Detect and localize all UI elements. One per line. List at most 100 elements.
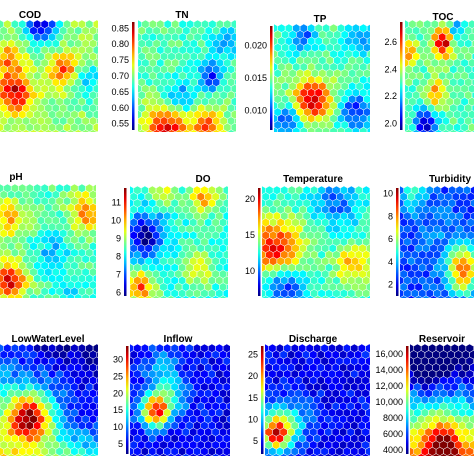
- hex-cell: [101, 396, 108, 405]
- hex-cell: [101, 434, 108, 443]
- hex-cell: [351, 295, 360, 298]
- component-plane-10: Inflow 30 25 20 15 10 5: [113, 334, 241, 469]
- hex-cell: [201, 460, 208, 469]
- hex-cell: [201, 302, 208, 311]
- hex-cell: [371, 134, 378, 143]
- hex-cell: [0, 453, 8, 456]
- hex-cell: [26, 136, 33, 145]
- hex-cell: [366, 127, 370, 132]
- hex-cell: [171, 302, 178, 311]
- hex-cell: [181, 453, 190, 456]
- hex-cell: [234, 218, 241, 227]
- hex-cell: [274, 134, 281, 143]
- hex-cell: [419, 129, 428, 132]
- colorbar-tick-label: 15: [248, 393, 258, 403]
- panel-title: Discharge: [289, 334, 338, 345]
- hex-cell: [272, 453, 281, 456]
- hex-cell: [152, 295, 161, 298]
- hex-cell: [4, 300, 11, 309]
- hex-cell: [369, 455, 370, 456]
- hex-cell: [446, 453, 455, 456]
- hex-cell: [289, 134, 296, 143]
- hex-cell: [204, 295, 213, 298]
- colorbar-tick-label: 16,000: [375, 349, 403, 359]
- hex-cell: [101, 20, 108, 29]
- hex-cell: [4, 460, 11, 469]
- hex-cell: [226, 296, 228, 298]
- hex-cell: [284, 460, 291, 469]
- hex-cell: [74, 129, 83, 132]
- hex-cell: [152, 129, 161, 132]
- colorbar-tick-label: 9: [116, 233, 121, 243]
- hex-cell: [444, 460, 451, 469]
- hex-cell: [429, 460, 436, 469]
- hex-cell: [336, 460, 343, 469]
- hex-cell: [371, 56, 378, 65]
- hex-cell: [258, 302, 265, 311]
- hex-cell: [81, 453, 90, 456]
- hex-cell: [303, 302, 310, 311]
- colorbar-tick-label: 7: [116, 269, 121, 279]
- hex-cell: [178, 460, 185, 469]
- hex-cell: [234, 454, 241, 463]
- colorbar: [396, 188, 399, 296]
- hex-cell: [374, 257, 381, 266]
- hex-cell: [284, 126, 293, 132]
- hex-cell: [142, 136, 149, 145]
- hex-cell: [234, 389, 241, 398]
- hex-cell: [78, 136, 85, 145]
- hex-cell: [0, 136, 4, 145]
- hex-cell: [141, 460, 148, 469]
- hex-cell: [126, 460, 133, 469]
- hex-cell: [36, 453, 45, 456]
- hex-cell: [355, 302, 362, 311]
- hex-cell: [216, 136, 223, 145]
- hex-cell: [306, 460, 313, 469]
- hex-cell: [231, 199, 238, 208]
- hex-cell: [424, 453, 433, 456]
- component-plane-9: LowWaterLevel: [0, 334, 108, 469]
- hex-cell: [421, 460, 428, 469]
- hex-cell: [231, 251, 238, 260]
- hex-cell: [196, 453, 205, 456]
- hex-cell: [369, 265, 370, 271]
- hex-cell: [97, 203, 104, 212]
- hex-cell: [359, 126, 368, 132]
- hex-cell: [174, 453, 183, 456]
- hex-cell: [144, 453, 153, 456]
- hex-cell: [59, 129, 68, 132]
- hex-cell: [157, 136, 164, 145]
- hex-cell: [266, 302, 273, 311]
- hex-cell: [149, 136, 156, 145]
- hex-cell: [101, 110, 108, 119]
- hex-cell: [51, 453, 60, 456]
- hex-cell: [262, 295, 270, 298]
- hex-cell: [356, 134, 363, 143]
- hex-cell: [448, 302, 455, 311]
- hex-cell: [234, 376, 241, 385]
- hex-map: [410, 344, 474, 469]
- hex-cell: [224, 136, 231, 145]
- hex-cell: [189, 453, 198, 456]
- colorbar-tick-label: 2.6: [384, 37, 397, 47]
- hex-cell: [234, 350, 241, 359]
- hex-cell: [93, 460, 100, 469]
- hex-cell: [89, 293, 96, 298]
- colorbar-tick-label: 2.0: [384, 118, 397, 128]
- hex-cell: [337, 126, 345, 132]
- hex-cell: [193, 460, 200, 469]
- hex-cell: [231, 225, 238, 234]
- hex-cell: [277, 126, 286, 132]
- hex-cell: [322, 126, 331, 132]
- hex-cell: [234, 231, 241, 240]
- hex-cell: [231, 370, 238, 379]
- hex-cell: [29, 453, 38, 456]
- colorbar-tick-label: 15: [113, 405, 123, 415]
- hex-cell: [370, 302, 377, 311]
- hex-cell: [156, 460, 163, 469]
- hex-cell: [101, 97, 108, 106]
- hex-cell: [371, 82, 378, 91]
- hex-cell: [166, 453, 175, 456]
- colorbar-tick-label: 11: [112, 197, 121, 207]
- hex-cell: [231, 409, 238, 418]
